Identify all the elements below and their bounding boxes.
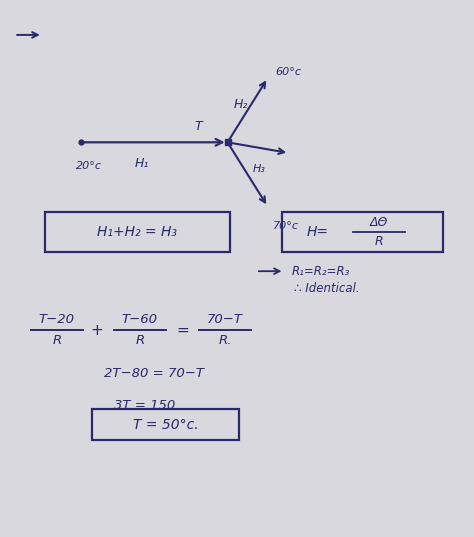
Text: 2T−80 = 70−T: 2T−80 = 70−T bbox=[104, 367, 204, 380]
Text: 3T = 150: 3T = 150 bbox=[114, 399, 175, 412]
Text: T: T bbox=[194, 120, 202, 133]
Text: 20°c: 20°c bbox=[76, 162, 102, 171]
Text: H₃: H₃ bbox=[252, 164, 265, 174]
Text: H₁+H₂ = H₃: H₁+H₂ = H₃ bbox=[98, 225, 177, 240]
Text: R: R bbox=[52, 334, 62, 347]
Text: H=: H= bbox=[307, 225, 328, 240]
Text: T−20: T−20 bbox=[39, 313, 75, 326]
Text: R₁=R₂=R₃: R₁=R₂=R₃ bbox=[292, 265, 350, 278]
Text: R.: R. bbox=[219, 334, 232, 347]
Text: +: + bbox=[91, 323, 103, 338]
Text: R: R bbox=[375, 235, 383, 249]
Text: T = 50°c.: T = 50°c. bbox=[133, 418, 199, 432]
Text: 60°c: 60°c bbox=[275, 68, 301, 77]
Text: H₁: H₁ bbox=[135, 157, 149, 170]
Text: T−60: T−60 bbox=[122, 313, 158, 326]
Text: 70−T: 70−T bbox=[207, 313, 243, 326]
Text: ΔΘ: ΔΘ bbox=[370, 216, 388, 229]
Text: =: = bbox=[176, 323, 189, 338]
Text: R: R bbox=[135, 334, 145, 347]
Text: H₂: H₂ bbox=[233, 98, 248, 111]
Text: 70°c: 70°c bbox=[273, 221, 299, 230]
Text: ∴ Identical.: ∴ Identical. bbox=[294, 282, 359, 295]
